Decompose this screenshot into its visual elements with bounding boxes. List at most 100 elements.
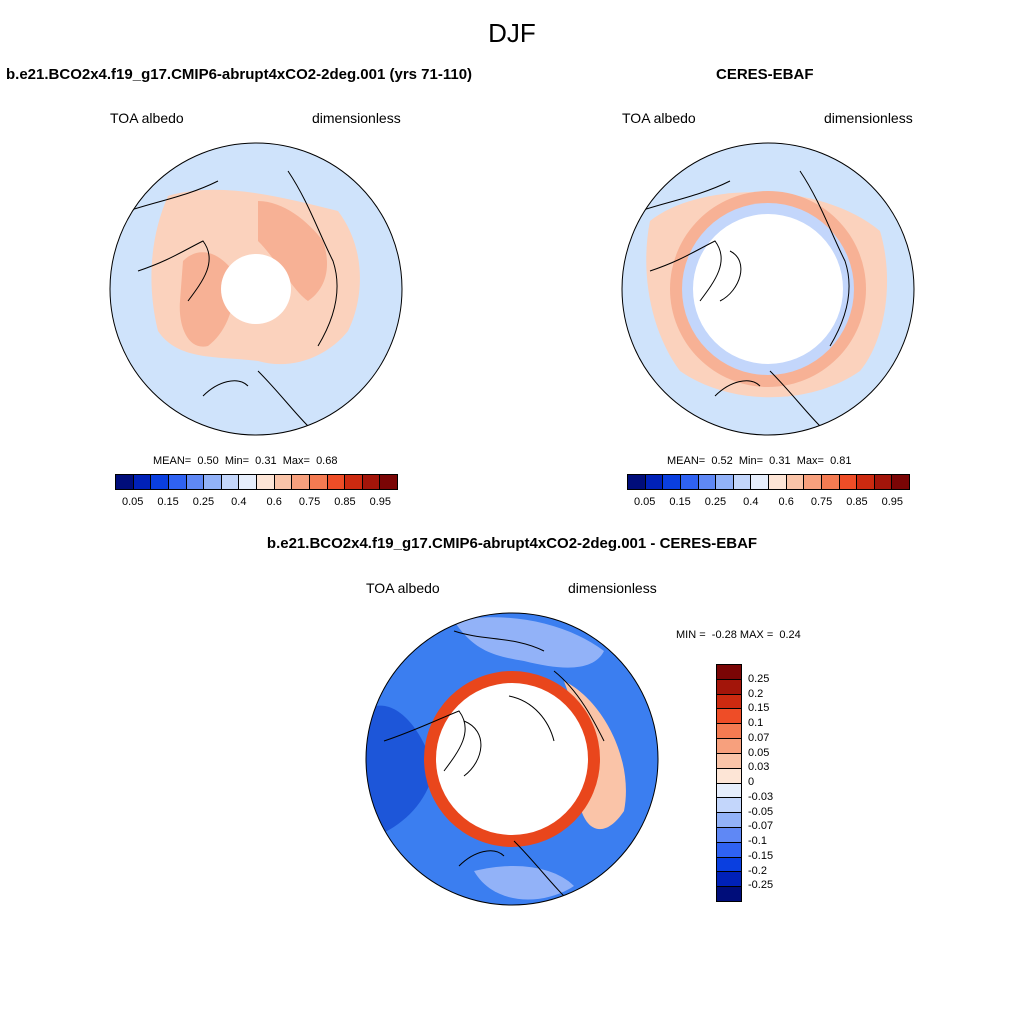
diff-colorbar-swatch (717, 827, 741, 843)
panel1-colorbar-swatch (362, 475, 381, 489)
panel2-colorbar-tick-label: 0.05 (633, 496, 656, 508)
panel2-map-border (621, 142, 915, 436)
diff-colorbar-tick-label: -0.1 (748, 835, 767, 847)
panel2-colorbar-swatch (786, 475, 805, 489)
diff-colorbar-tick-label: 0.07 (748, 731, 770, 744)
diff-colorbar (716, 664, 742, 902)
panel2-colorbar-tick-label: 0.75 (810, 496, 833, 508)
panel1-colorbar-tick-label: 0.05 (121, 496, 144, 508)
panel1-colorbar-swatch (221, 475, 240, 489)
panel1-colorbar-swatch (257, 475, 275, 489)
panel1-colorbar-swatch (292, 475, 310, 489)
diff-colorbar-swatch (717, 783, 741, 799)
panel2-colorbar-swatch (892, 475, 909, 489)
panel2-colorbar-tick-label: 0.4 (743, 496, 759, 508)
diff-colorbar-swatch (717, 753, 741, 769)
panel2-colorbar-swatch (857, 475, 875, 489)
panel1-colorbar-tick-label: 0.85 (334, 496, 356, 508)
figure-title: DJF (488, 18, 536, 48)
panel1-colorbar-swatch (186, 475, 205, 489)
diff-colorbar-swatch (717, 709, 741, 725)
panel1-polar-map (109, 142, 403, 436)
diff-colorbar-tick-label: 0.1 (748, 717, 764, 729)
panel2-title: CERES-EBAF (716, 66, 814, 83)
panel1-variable: TOA albedo (110, 110, 184, 126)
diff-colorbar-tick-label: 0.25 (748, 672, 770, 685)
diff-colorbar-tick-label: -0.07 (748, 820, 774, 833)
panel1-colorbar-tick-label: 0.4 (231, 496, 247, 508)
diff-colorbar-tick-label: -0.2 (748, 864, 767, 877)
panel1-warm-core-2 (258, 201, 328, 301)
diff-panel-units: dimensionless (568, 580, 657, 596)
panel2-colorbar-tick-label: 0.6 (778, 496, 794, 508)
diff-colorbar-swatch (717, 768, 741, 784)
diff-colorbar-tick-label: -0.03 (748, 790, 774, 803)
panel2-colorbar-swatch (628, 475, 646, 489)
panel2-colorbar-swatch (680, 475, 699, 489)
panel1-title: b.e21.BCO2x4.f19_g17.CMIP6-abrupt4xCO2-2… (6, 66, 473, 83)
panel1-stats: MEAN= 0.50 Min= 0.31 Max= 0.68 (153, 455, 338, 467)
panel1-coastlines (127, 170, 338, 427)
diff-colorbar-tick-label: 0 (748, 776, 755, 788)
panel1-colorbar-swatch (274, 475, 293, 489)
panel1-colorbar-swatch (345, 475, 363, 489)
diff-polar-map (365, 612, 659, 906)
panel2-stats: MEAN= 0.52 Min= 0.31 Max= 0.81 (667, 455, 852, 467)
diff-colorbar-swatch (717, 694, 741, 710)
diff-map-border (365, 612, 659, 906)
panel2-colorbar-tick-label: 0.15 (669, 496, 691, 508)
panel1-units: dimensionless (312, 110, 401, 126)
diff-colorbar-tick-label: 0.15 (748, 702, 770, 715)
panel2-coastlines (639, 170, 850, 427)
panel1-colorbar-swatch (239, 475, 257, 489)
panel2-variable: TOA albedo (622, 110, 696, 126)
panel1-colorbar-swatch (116, 475, 134, 489)
diff-panel-variable: TOA albedo (366, 580, 440, 596)
panel2-polar-map (621, 142, 915, 436)
panel1-colorbar-swatch (151, 475, 169, 489)
diff-colorbar-tick-label: -0.25 (748, 879, 774, 892)
panel1-colorbar-tick-label: 0.25 (192, 496, 215, 508)
panel2-colorbar-swatch (874, 475, 893, 489)
diff-colorbar-swatch (717, 679, 741, 695)
diff-colorbar-tick-label: 0.2 (748, 687, 764, 700)
diff-colorbar-swatch (717, 665, 741, 680)
diff-colorbar-swatch (717, 887, 741, 901)
panel1-colorbar-swatch (133, 475, 152, 489)
panel2-colorbar-swatch (663, 475, 681, 489)
panel2-colorbar-swatch (716, 475, 734, 489)
panel2-colorbar-swatch (839, 475, 858, 489)
panel1-colorbar-swatch (380, 475, 397, 489)
panel1-colorbar-swatch (204, 475, 222, 489)
panel2-colorbar: 0.05 0.15 0.25 0.4 0.6 0.75 0.85 0.95 (627, 474, 910, 510)
diff-colorbar-swatch (717, 872, 741, 888)
diff-coastlines (383, 630, 605, 897)
panel2-polar-mask (693, 214, 843, 364)
panel2-colorbar-tick-label: 0.25 (704, 496, 727, 508)
diff-colorbar-tick-label: -0.15 (748, 849, 774, 862)
diff-light-blue-south (474, 866, 574, 900)
diff-dark-blue-west (366, 705, 434, 841)
diff-colorbar-tick-label: 0.03 (748, 761, 770, 774)
panel1-colorbar-tick-label: 0.6 (266, 496, 282, 508)
diff-colorbar-swatch (717, 857, 741, 873)
panel2-colorbar-tick-label: 0.85 (846, 496, 868, 508)
panel2-colorbar-swatch (769, 475, 787, 489)
panel1-colorbar: 0.05 0.15 0.25 0.4 0.6 0.75 0.85 0.95 (115, 474, 398, 510)
panel1-map-border (109, 142, 403, 436)
diff-colorbar-labels: 0.25 0.2 0.15 0.1 0.07 0.05 0.03 0 -0.03 -0.05 -0.… (748, 664, 808, 900)
panel2-units: dimensionless (824, 110, 913, 126)
diff-panel-title: b.e21.BCO2x4.f19_g17.CMIP6-abrupt4xCO2-2… (266, 535, 758, 552)
diff-colorbar-swatch (717, 739, 741, 754)
panel1-colorbar-swatch (309, 475, 328, 489)
panel2-colorbar-swatch (804, 475, 822, 489)
diff-colorbar-swatch (717, 842, 741, 858)
diff-colorbar-swatch (717, 798, 741, 814)
diff-colorbar-tick-label: -0.05 (748, 805, 774, 818)
diff-colorbar-swatch (717, 813, 741, 828)
panel2-colorbar-swatch (698, 475, 717, 489)
diff-light-blue-north (454, 617, 604, 668)
panel1-colorbar-tick-label: 0.75 (298, 496, 321, 508)
panel2-colorbar-swatch (821, 475, 840, 489)
diff-colorbar-tick-label: 0.05 (748, 746, 770, 759)
